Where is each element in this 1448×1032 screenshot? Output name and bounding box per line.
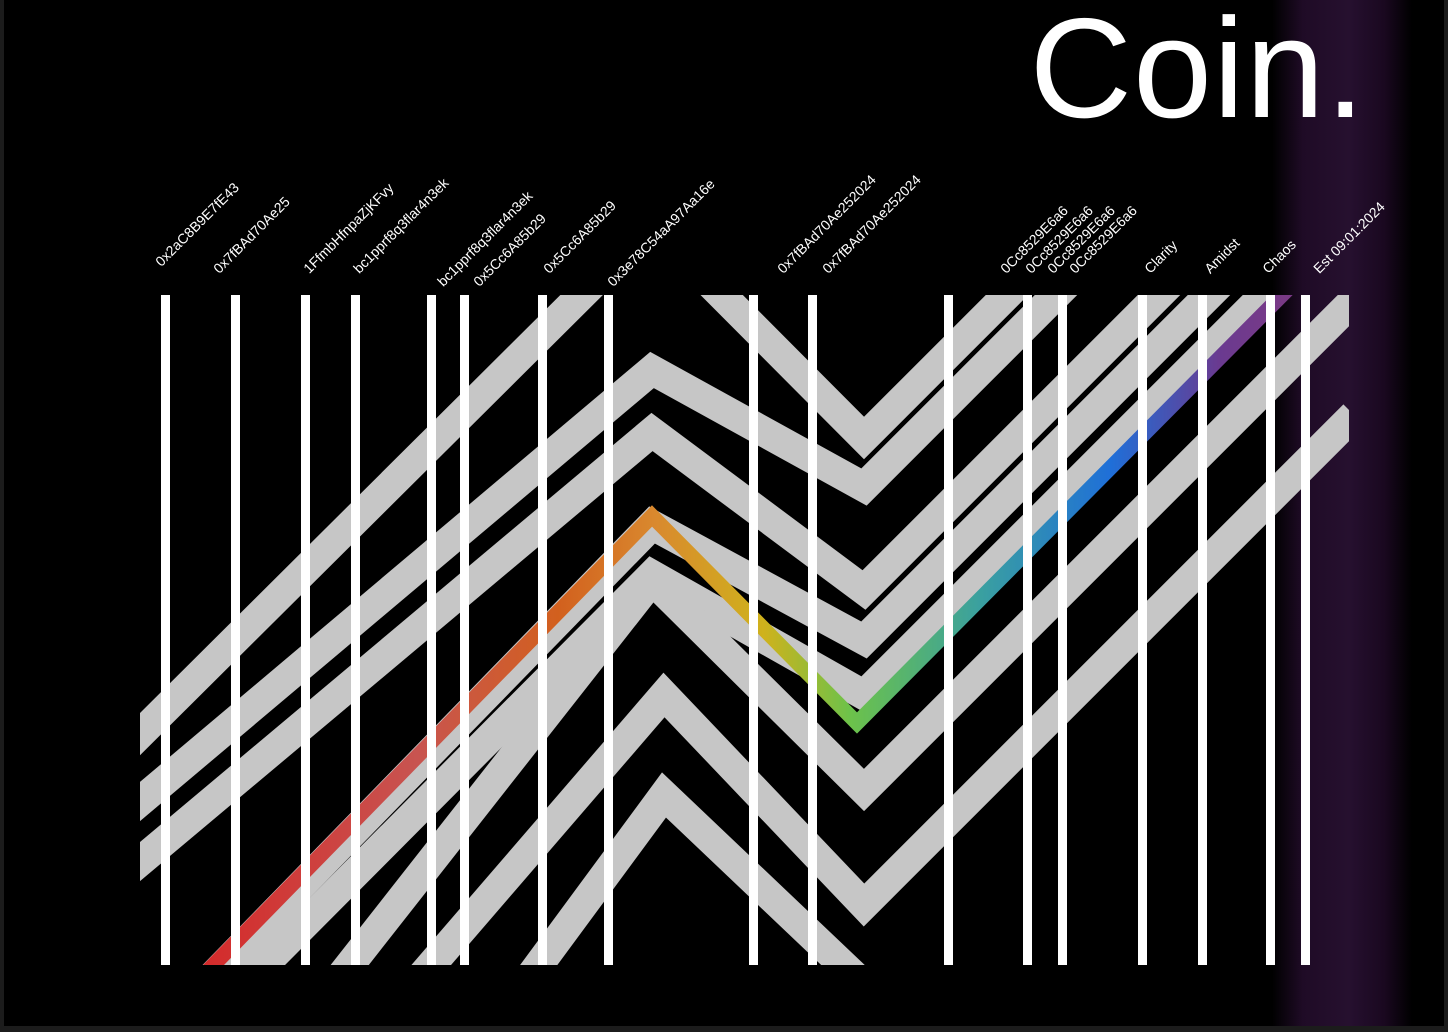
stripe-16 bbox=[1266, 295, 1275, 965]
stripe-5 bbox=[427, 295, 436, 965]
stripe-17 bbox=[1301, 295, 1310, 965]
stripe-10 bbox=[808, 295, 817, 965]
purple-band bbox=[1272, 0, 1412, 1026]
stripe-8 bbox=[604, 295, 613, 965]
stripe-15 bbox=[1198, 295, 1207, 965]
stripe-1 bbox=[161, 295, 170, 965]
stripe-14 bbox=[1138, 295, 1147, 965]
stripe-11 bbox=[944, 295, 953, 965]
stripe-12 bbox=[1023, 295, 1032, 965]
stripe-2 bbox=[231, 295, 240, 965]
stripe-9 bbox=[749, 295, 758, 965]
stripe-6 bbox=[460, 295, 469, 965]
stripe-7 bbox=[538, 295, 547, 965]
poster: Coin. 0x2aC8B9E7fE43 0x7fBAd70Ae25 1FfmbHf… bbox=[4, 0, 1444, 1026]
vertical-stripes bbox=[161, 295, 1310, 965]
title: Coin. bbox=[1029, 0, 1366, 148]
artwork bbox=[140, 295, 1349, 965]
chevron-band-8 bbox=[520, 772, 865, 965]
stripe-4 bbox=[351, 295, 360, 965]
stripe-13 bbox=[1058, 295, 1067, 965]
stripe-3 bbox=[301, 295, 310, 965]
